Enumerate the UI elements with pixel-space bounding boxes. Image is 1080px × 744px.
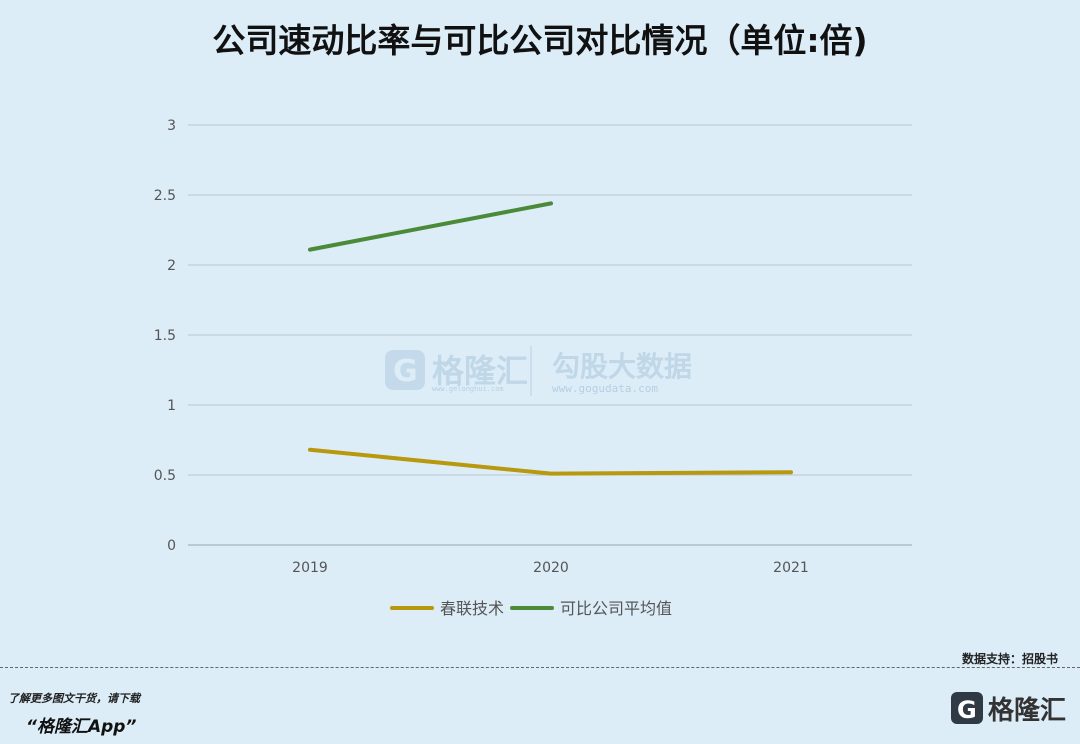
y-tick-label: 2	[167, 258, 176, 274]
x-tick-label: 2021	[773, 560, 809, 576]
series-line-1	[308, 201, 553, 252]
y-tick-label: 2.5	[154, 188, 176, 204]
gelonghui-watermark-logo-icon: G	[385, 350, 425, 390]
watermark-brand2-url: www.gogudata.com	[552, 382, 658, 395]
legend-label: 春联技术	[440, 599, 504, 618]
promo-app-name: “格隆汇App”	[26, 717, 137, 737]
y-tick-label: 1	[167, 398, 176, 414]
promo-text: 了解更多图文干货，请下载	[8, 692, 140, 705]
x-axis: 2019 2020 2021	[292, 560, 809, 576]
x-tick-label: 2019	[292, 560, 328, 576]
brand-logo: G 格隆汇	[950, 690, 1066, 726]
svg-text:G: G	[957, 696, 977, 724]
legend-label: 可比公司平均值	[560, 599, 672, 618]
series-lines	[308, 201, 793, 476]
svg-text:G: G	[393, 354, 418, 389]
y-tick-label: 0.5	[154, 468, 176, 484]
watermark-brand1: 格隆汇	[432, 352, 528, 390]
chart-title: 公司速动比率与可比公司对比情况（单位:倍)	[212, 21, 868, 60]
series-line-0	[308, 447, 793, 476]
y-tick-label: 3	[167, 118, 176, 134]
line-chart: G 格隆汇 www.gelonghui.com 勾股大数据 www.goguda…	[154, 118, 912, 618]
source-note: 数据支持：招股书	[961, 652, 1058, 666]
watermark-brand1-url: www.gelonghui.com	[432, 385, 504, 393]
y-tick-label: 0	[167, 538, 176, 554]
watermark: G 格隆汇 www.gelonghui.com 勾股大数据 www.goguda…	[385, 346, 692, 396]
y-axis: 0 0.5 1 1.5 2 2.5 3	[154, 118, 176, 554]
x-tick-label: 2020	[533, 560, 569, 576]
legend: 春联技术 可比公司平均值	[390, 599, 672, 618]
gridlines	[188, 124, 912, 546]
gelonghui-logo-icon: G	[950, 692, 983, 724]
footer-divider	[0, 667, 1080, 668]
watermark-brand2: 勾股大数据	[552, 350, 692, 383]
brand-name: 格隆汇	[987, 695, 1066, 726]
y-tick-label: 1.5	[154, 328, 176, 344]
